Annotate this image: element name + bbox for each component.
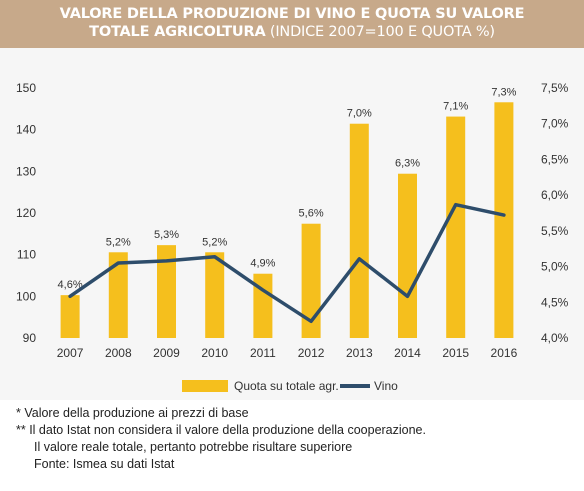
source-note: Fonte: Ismea su dati Istat: [34, 457, 175, 471]
right-axis-tick-label: 6,0%: [541, 188, 569, 202]
bar-quota-2009: [157, 245, 176, 338]
chart-title-line2: TOTALE AGRICOLTURA (INDICE 2007=100 E QU…: [0, 24, 584, 40]
left-axis-tick-label: 100: [16, 289, 36, 303]
right-axis-tick-label: 7,0%: [541, 117, 569, 131]
bar-data-label: 5,2%: [106, 236, 131, 248]
bar-data-label: 5,2%: [202, 236, 227, 248]
bar-data-label: 6,3%: [395, 158, 420, 170]
x-axis-tick-label: 2007: [57, 346, 84, 360]
footnote-1: * Valore della produzione ai prezzi di b…: [16, 406, 249, 420]
right-axis-tick-label: 6,5%: [541, 152, 569, 166]
bar-quota-2014: [398, 173, 417, 338]
chart-title-line1: VALORE DELLA PRODUZIONE DI VINO E QUOTA …: [59, 6, 525, 22]
legend-swatch-quota: [182, 380, 228, 392]
bar-quota-2007: [60, 295, 80, 338]
right-axis-tick-label: 4,0%: [541, 331, 569, 345]
bar-data-label: 7,1%: [443, 101, 468, 113]
left-axis-tick-label: 110: [17, 248, 36, 262]
footnote-2: ** Il dato Istat non considera il valore…: [16, 423, 426, 437]
chart-title-line2-bold: TOTALE AGRICOLTURA: [89, 24, 266, 40]
bar-data-label: 4,6%: [58, 279, 83, 291]
left-axis-tick-label: 130: [16, 164, 36, 178]
right-axis-tick-label: 7,5%: [541, 81, 569, 95]
left-axis-tick-label: 120: [16, 206, 36, 220]
chart-subtitle: (INDICE 2007=100 E QUOTA %): [265, 24, 495, 40]
chart-header: VALORE DELLA PRODUZIONE DI VINO E QUOTA …: [0, 0, 584, 48]
left-axis-tick-label: 150: [16, 81, 36, 95]
left-axis-tick-label: 140: [16, 123, 36, 137]
bar-data-label: 5,3%: [154, 229, 179, 241]
x-axis-tick-label: 2010: [201, 346, 228, 360]
right-axis-tick-label: 5,0%: [541, 260, 569, 274]
bar-quota-2016: [494, 102, 514, 339]
x-axis-tick-label: 2008: [105, 346, 132, 360]
bar-data-label: 5,6%: [299, 208, 324, 220]
right-axis-tick-label: 4,5%: [541, 295, 569, 309]
bar-data-label: 4,9%: [250, 258, 275, 270]
bar-quota-2010: [205, 252, 225, 338]
x-axis-tick-label: 2016: [491, 346, 518, 360]
combo-chart: 90 100 110 120 130 140 150 4,0% 4,5% 5,0% 5,5% 6,0%…: [16, 81, 569, 393]
bar-quota-2015: [446, 116, 466, 338]
right-axis-tick-label: 5,5%: [541, 224, 569, 238]
line-vino: [68, 202, 506, 324]
left-axis-tick-label: 90: [23, 331, 37, 345]
bar-data-label: 7,0%: [347, 108, 372, 120]
chart-area: 90 100 110 120 130 140 150 4,0% 4,5% 5,0% 5,5% 6,0%…: [0, 48, 584, 400]
legend-label-quota: Quota su totale agr.: [234, 379, 339, 393]
footnotes: * Valore della produzione ai prezzi di b…: [16, 405, 576, 473]
x-axis-tick-label: 2015: [442, 346, 469, 360]
x-axis-tick-label: 2014: [394, 346, 421, 360]
footnote-3: Il valore reale totale, pertanto potrebb…: [34, 440, 353, 454]
x-axis-tick-label: 2009: [153, 346, 180, 360]
bar-data-label: 7,3%: [491, 86, 516, 98]
x-axis-tick-label: 2012: [298, 346, 325, 360]
bar-quota-2011: [253, 273, 273, 338]
x-axis-tick-label: 2011: [250, 346, 276, 360]
bar-quota-2012: [301, 223, 321, 338]
x-axis-tick-label: 2013: [346, 346, 373, 360]
bar-quota-2008: [108, 252, 128, 338]
bar-quota-2013: [349, 123, 369, 338]
legend-label-vino: Vino: [374, 379, 398, 393]
